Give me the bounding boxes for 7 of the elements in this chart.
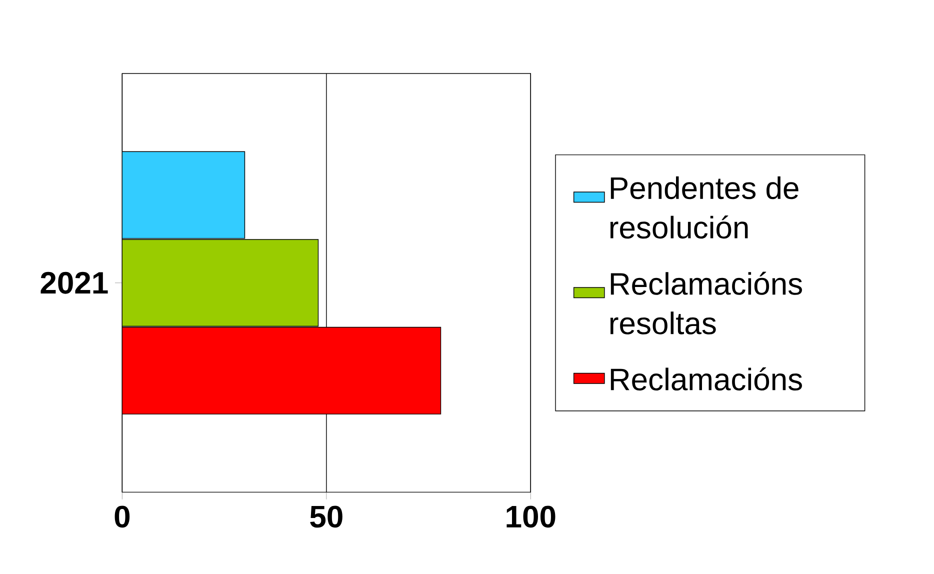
x-tick-label: 100 (506, 506, 556, 528)
legend-label: Reclamacións resoltas (610, 272, 802, 334)
legend-label: Pendentes de resolución (610, 176, 798, 239)
legend-label: Reclamacións (610, 367, 802, 391)
x-tick-label: 0 (114, 506, 130, 528)
x-tick-label: 50 (310, 506, 342, 528)
y-tick-label: 2021 (40, 272, 108, 294)
